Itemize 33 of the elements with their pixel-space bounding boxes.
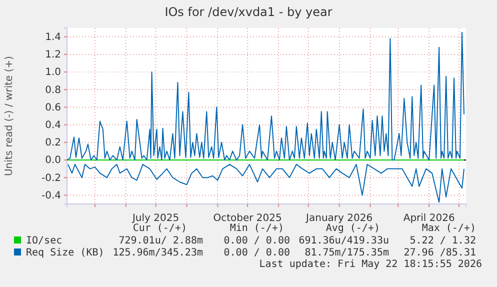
text: Max (-/+) <box>422 223 476 234</box>
text: 729.01u/ 2.88m <box>118 236 203 246</box>
text: 0.00 / 0.00 <box>224 236 290 246</box>
text: Min (-/+) <box>230 223 284 234</box>
x-tick-label: January 2026 <box>305 213 373 224</box>
x-tick-label: July 2025 <box>131 213 180 224</box>
text: Cur (-/+) <box>132 223 187 234</box>
line-series <box>68 164 465 203</box>
x-tick-label: October 2025 <box>213 213 282 224</box>
text: Avg (-/+) <box>326 223 380 234</box>
x-tick-label: April 2026 <box>403 213 455 224</box>
y-tick-label: 0.0 <box>45 155 61 166</box>
y-tick-label: 1.4 <box>45 32 61 43</box>
y-axis-title: Units read (-) / write (+) <box>4 56 15 176</box>
text: 27.96 /85.31 <box>404 248 476 258</box>
text: 0.00 / 0.00 <box>224 248 290 258</box>
y-tick-label: -0.2 <box>41 172 61 184</box>
line-series <box>66 32 465 160</box>
legend-label: IO/sec <box>26 236 62 246</box>
text: 125.96m/345.23m <box>112 248 203 258</box>
text: 691.36u/419.33u <box>298 236 389 246</box>
y-tick-label: -0.4 <box>41 190 61 202</box>
text: 81.75m/175.35m <box>304 248 389 258</box>
y-tick-label: 0.6 <box>45 102 61 114</box>
legend-label: Req Size (KB) <box>26 248 104 258</box>
y-tick-label: 1.0 <box>45 67 61 78</box>
text: Last update: Fri May 22 18:15:55 2026 <box>259 259 482 270</box>
y-tick-label: 1.2 <box>45 50 61 61</box>
text: 5.22 / 1.32 <box>410 236 476 246</box>
y-tick-label: 0.8 <box>45 84 61 96</box>
chart-title: IOs for /dev/xvda1 - by year <box>164 5 332 19</box>
y-tick-label: 0.2 <box>45 138 61 149</box>
y-tick-label: 0.4 <box>45 120 61 131</box>
